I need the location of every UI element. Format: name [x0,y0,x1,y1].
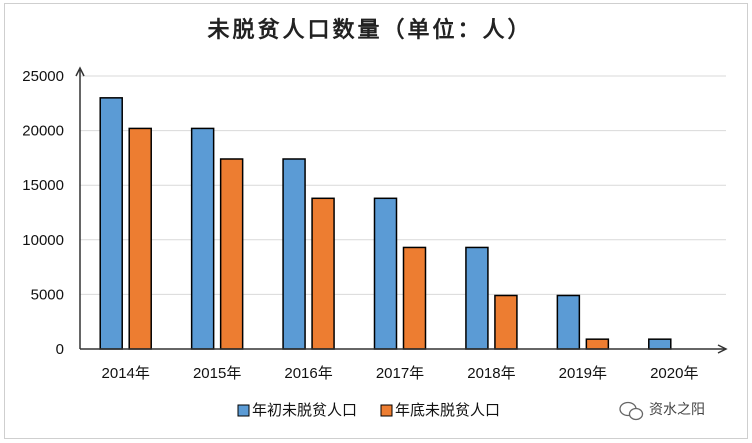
bar [282,158,306,350]
chart-title: 未脱贫人口数量（单位：人） [207,17,532,43]
y-tick-label: 25000 [22,68,64,85]
bar [99,97,123,350]
legend-label: 年初未脱贫人口 [252,401,357,419]
x-tick-label: 2015年 [193,365,241,382]
x-tick-label: 2016年 [284,365,332,382]
bar [219,158,244,350]
wechat-icon [619,401,644,421]
legend-swatch [380,404,393,417]
x-tick-label: 2018年 [467,365,515,382]
y-tick-label: 20000 [22,123,64,140]
x-axis-arrow [717,344,728,354]
watermark-text: 资水之阳 [649,402,705,418]
bar [402,246,427,350]
axes: 0 5000 10000 15000 20000 25000 2014年 2015年 2016年… [22,66,728,382]
y-axis-arrow [75,66,85,77]
bar [556,294,581,350]
legend-label: 年底未脱贫人口 [395,401,500,419]
x-tick-label: 2014年 [102,365,150,382]
bar [648,338,672,350]
bar [311,197,335,350]
y-tick-label: 10000 [22,232,64,249]
x-tick-label: 2019年 [559,365,607,382]
bar [585,338,610,350]
bar [494,294,518,350]
y-tick-label: 0 [56,341,64,358]
x-tick-label: 2020年 [650,365,698,382]
bar [373,197,398,350]
legend: 年初未脱贫人口 年底未脱贫人口 [237,401,500,419]
y-tick-label: 15000 [22,177,64,194]
watermark: 资水之阳 [619,401,705,421]
bars [99,97,672,350]
bar [128,127,152,350]
legend-swatch [237,404,250,417]
y-tick-label: 5000 [31,286,64,303]
x-tick-label: 2017年 [376,365,424,382]
bar [190,127,215,350]
gridlines [80,75,726,295]
bar [465,246,489,350]
